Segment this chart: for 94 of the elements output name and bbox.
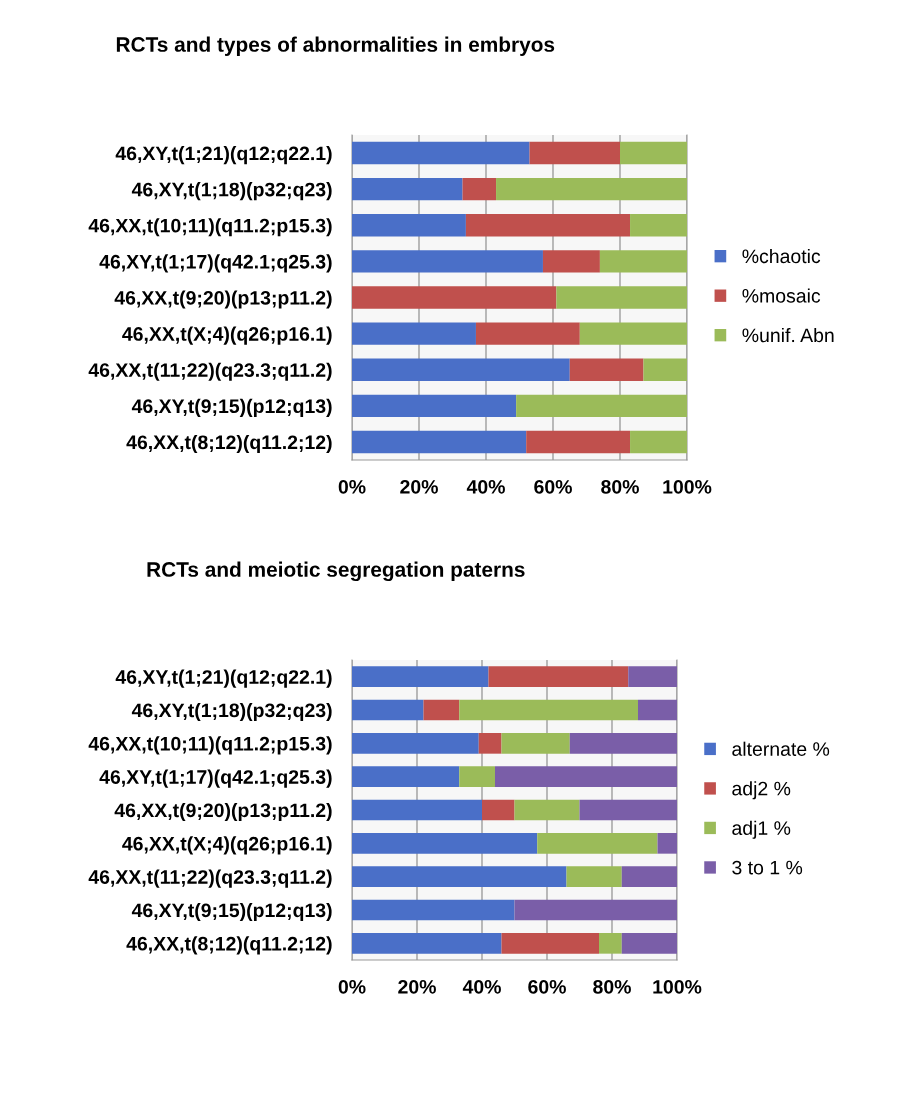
y-tick-label: 46,XY,t(9;15)(p12;q13) (131, 398, 332, 417)
x-tick-label: 0% (338, 979, 366, 994)
bar (501, 733, 570, 754)
y-tick-label: 46,XX,t(11;22)(q23.3;q11.2) (88, 362, 332, 381)
bar (529, 141, 620, 165)
bar (352, 394, 517, 418)
bar (579, 322, 687, 345)
bar (526, 430, 631, 454)
bar (352, 322, 476, 345)
x-tick-label: 60% (528, 979, 566, 994)
y-tick-label: 46,XY,t(1;18)(p32;q23) (131, 182, 332, 201)
bar (482, 799, 515, 821)
bar (630, 430, 687, 454)
bar (478, 733, 502, 754)
y-tick-label: 46,XY,t(1;21)(q12;q22.1) (115, 669, 332, 688)
bar (352, 699, 424, 721)
bar (599, 933, 622, 954)
bar (621, 866, 677, 887)
x-tick-label: 60% (534, 479, 572, 494)
legend-label: adj1 % (732, 820, 791, 839)
y-tick-label: 46,XX,t(9;20)(p13;p11.2) (114, 802, 332, 822)
bar (352, 899, 515, 921)
bar (643, 358, 687, 381)
bar (352, 358, 570, 381)
bar (352, 866, 567, 887)
x-tick-label: 80% (601, 479, 639, 494)
bar (630, 214, 687, 237)
bar (599, 250, 687, 273)
x-tick-label: 20% (400, 479, 438, 494)
legend-label: %unif. Abn (742, 327, 834, 343)
bar (556, 286, 687, 309)
x-tick-label: 100% (663, 479, 712, 494)
bar (352, 933, 502, 954)
bar (352, 799, 482, 821)
bar (352, 430, 527, 454)
y-tick-label: 46,XX,t(X;4)(q26;p16.1) (122, 326, 332, 345)
x-tick-label: 20% (398, 979, 436, 994)
bar (352, 141, 530, 165)
x-tick-label: 40% (466, 479, 505, 494)
bar (621, 933, 677, 954)
bar (423, 699, 460, 721)
x-tick-label: 100% (653, 979, 702, 994)
bar (569, 358, 644, 381)
bar (514, 899, 677, 921)
bar (569, 733, 677, 754)
y-tick-label: 46,XY,t(1;17)(q42.1;q25.3) (99, 769, 332, 788)
y-tick-label: 46,XX,t(10;11)(q11.2;p15.3) (88, 736, 332, 755)
legend-label: 3 to 1 % (732, 860, 803, 875)
legend-label: %mosaic (742, 288, 821, 303)
chart-title: RCTs and meiotic segregation paterns (147, 561, 525, 582)
y-tick-label: 46,XY,t(1;17)(q42.1;q25.3) (99, 254, 332, 273)
bar (501, 933, 599, 954)
bar (352, 766, 460, 787)
bar (496, 177, 687, 201)
legend-label: adj2 % (732, 781, 791, 800)
bar (566, 866, 622, 887)
y-tick-label: 46,XX,t(8;12)(q11.2;12) (126, 936, 332, 955)
bar (475, 322, 580, 345)
bar (352, 214, 466, 237)
bar (628, 666, 677, 687)
x-tick-label: 40% (462, 979, 501, 994)
x-tick-label: 80% (593, 979, 631, 994)
bar (352, 666, 489, 687)
bar (657, 833, 677, 854)
bar (459, 699, 638, 721)
y-tick-label: 46,XX,t(8;12)(q11.2;12) (126, 434, 332, 454)
bar (514, 799, 580, 821)
y-tick-label: 46,XX,t(X;4)(q26;p16.1) (122, 836, 332, 855)
x-tick-label: 0% (338, 479, 366, 494)
bar (352, 177, 463, 201)
bar (459, 766, 495, 787)
bar (516, 394, 687, 418)
bar (352, 286, 557, 309)
y-tick-label: 46,XY,t(1;18)(p32;q23) (131, 702, 332, 722)
bar (352, 733, 479, 754)
bar (537, 833, 658, 854)
bar (542, 250, 600, 273)
bar (620, 141, 687, 165)
y-tick-label: 46,XX,t(11;22)(q23.3;q11.2) (88, 869, 332, 888)
bar (638, 699, 677, 721)
y-tick-label: 46,XY,t(9;15)(p12;q13) (131, 902, 332, 922)
bar (488, 666, 629, 687)
legend-label: alternate % (732, 741, 830, 756)
bar (462, 177, 497, 201)
y-tick-label: 46,XX,t(9;20)(p13;p11.2) (114, 290, 332, 309)
legend-label: %chaotic (742, 248, 821, 264)
bar (352, 833, 538, 854)
bar (465, 214, 631, 237)
chart-title: RCTs and types of abnormalities in embryos (116, 36, 555, 56)
y-tick-label: 46,XX,t(10;11)(q11.2;p15.3) (88, 218, 332, 237)
bar (495, 766, 677, 787)
bar (352, 250, 543, 273)
y-tick-label: 46,XY,t(1;21)(q12;q22.1) (115, 146, 332, 165)
bar (579, 799, 677, 821)
